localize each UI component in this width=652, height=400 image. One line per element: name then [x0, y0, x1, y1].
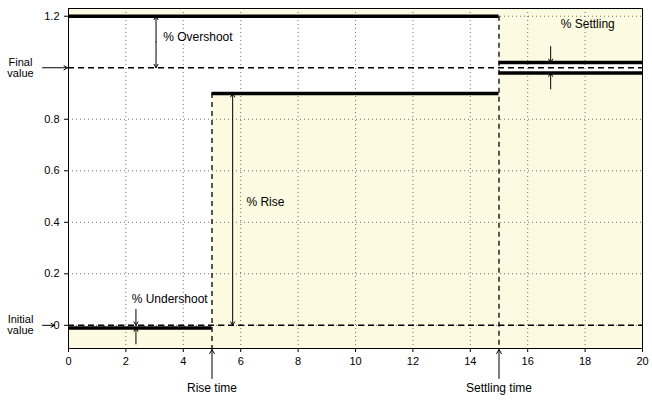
svg-text:0: 0 [65, 355, 71, 367]
svg-text:0.8: 0.8 [44, 113, 59, 125]
svg-text:8: 8 [295, 355, 301, 367]
svg-text:0.6: 0.6 [44, 164, 59, 176]
svg-text:Settling time: Settling time [466, 381, 532, 395]
svg-text:20: 20 [636, 355, 648, 367]
svg-text:% Undershoot: % Undershoot [132, 292, 209, 306]
svg-text:2: 2 [123, 355, 129, 367]
svg-text:Initialvalue: Initialvalue [7, 313, 33, 336]
svg-text:4: 4 [180, 355, 186, 367]
svg-text:% Rise: % Rise [246, 195, 284, 209]
svg-text:Finalvalue: Finalvalue [7, 56, 33, 79]
svg-text:14: 14 [464, 355, 476, 367]
svg-text:Rise time: Rise time [187, 381, 237, 395]
svg-text:1.2: 1.2 [44, 10, 59, 22]
svg-text:0.2: 0.2 [44, 267, 59, 279]
svg-text:12: 12 [407, 355, 419, 367]
svg-text:6: 6 [238, 355, 244, 367]
svg-text:0: 0 [53, 318, 60, 331]
svg-text:% Settling: % Settling [561, 17, 615, 31]
svg-text:16: 16 [522, 355, 534, 367]
svg-text:18: 18 [579, 355, 591, 367]
svg-text:10: 10 [349, 355, 361, 367]
svg-text:0.4: 0.4 [44, 216, 59, 228]
svg-text:% Overshoot: % Overshoot [163, 30, 233, 44]
